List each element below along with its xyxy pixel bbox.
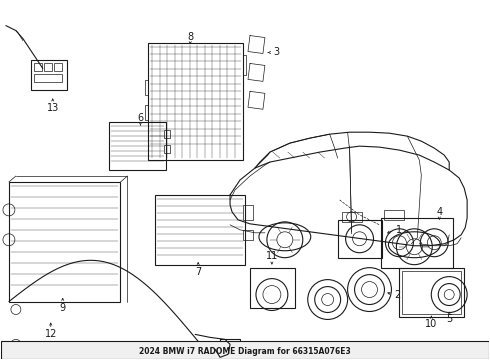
Text: 11: 11 xyxy=(266,251,278,261)
Text: 2024 BMW i7 RADOME Diagram for 66315A076E3: 2024 BMW i7 RADOME Diagram for 66315A076… xyxy=(139,347,351,356)
Bar xyxy=(164,145,171,153)
Text: 10: 10 xyxy=(425,319,438,329)
Bar xyxy=(220,339,240,360)
Bar xyxy=(225,342,235,358)
Bar xyxy=(399,268,464,318)
Text: 8: 8 xyxy=(187,32,193,41)
Bar xyxy=(44,63,52,71)
Text: 12: 12 xyxy=(45,329,57,339)
Bar xyxy=(54,63,62,71)
Bar xyxy=(338,220,383,258)
Text: 2: 2 xyxy=(394,289,400,300)
Bar xyxy=(164,130,171,138)
Bar xyxy=(34,75,62,82)
Bar xyxy=(31,60,67,90)
Bar xyxy=(250,268,295,307)
Text: 5: 5 xyxy=(446,314,452,324)
Bar xyxy=(243,230,253,240)
Bar xyxy=(1,341,489,359)
Bar xyxy=(342,212,362,222)
Bar xyxy=(382,218,453,268)
Bar xyxy=(34,63,42,71)
Bar xyxy=(402,271,461,315)
Bar xyxy=(385,210,404,220)
Text: 3: 3 xyxy=(273,48,279,58)
Bar xyxy=(148,42,243,160)
Bar xyxy=(243,205,253,220)
Text: 6: 6 xyxy=(137,113,144,123)
Text: 7: 7 xyxy=(195,267,201,276)
Text: 9: 9 xyxy=(60,302,66,312)
Text: 1: 1 xyxy=(396,225,402,235)
Text: 13: 13 xyxy=(47,103,59,113)
Bar xyxy=(9,182,121,302)
Bar xyxy=(108,122,166,170)
Text: 4: 4 xyxy=(436,207,442,217)
Bar xyxy=(155,195,245,265)
